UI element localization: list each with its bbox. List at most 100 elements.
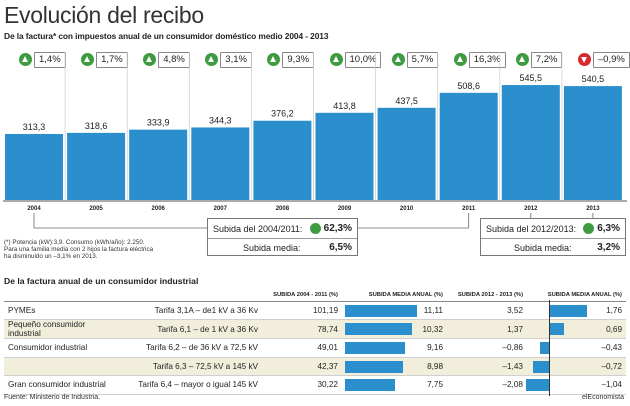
media-bar [526, 379, 549, 391]
x-tick-label: 2010 [400, 206, 414, 212]
arrow-up-icon [19, 53, 32, 66]
table-row: Gran consumidor industrial Tarifa 6,4 – … [4, 374, 626, 396]
subida-media-2-cell: 1,76 [527, 299, 626, 321]
value-label: 333,9 [147, 118, 170, 128]
media-value: 8,98 [427, 361, 443, 371]
change-badge: 7,2% [515, 50, 563, 69]
arrow-up-icon [143, 53, 157, 66]
bar-2004 [5, 133, 63, 200]
subida-media-1-cell: 11,11 [342, 301, 447, 320]
subida-media-1-cell: 10,32 [342, 319, 447, 339]
brand-logo: elEconomista [581, 394, 624, 401]
table-row: Pequeño consumidor industrial Tarifa 6,1… [4, 318, 626, 340]
summary-label: Subida del 2004/2011: [213, 223, 303, 234]
bar-2012 [501, 85, 560, 200]
x-tick-label: 2011 [462, 206, 476, 212]
x-tick-label: 2013 [586, 206, 600, 212]
value-label: 545,5 [520, 73, 543, 83]
value-label: 376,2 [271, 109, 294, 119]
change-value: 3,1% [220, 51, 252, 68]
tarifa-cell: Tarifa 6,3 – 72,5 kV a 145 kV [119, 357, 262, 376]
arrow-up-icon [391, 53, 405, 66]
header-subida-media-1: SUBIDA MEDIA ANUAL (%) [342, 290, 447, 302]
subida-media-2-cell: –0,43 [527, 337, 626, 359]
header-subida-2012-2013: SUBIDA 2012 - 2013 (%) [447, 290, 527, 302]
summary-value: 6,3% [597, 223, 620, 234]
subida-2004-2011-cell: 30,22 [262, 375, 342, 395]
x-tick-label: 2006 [152, 206, 166, 212]
subida-media-1-cell: 8,98 [342, 357, 447, 376]
summary-label: Subida del 2012/2013: [486, 223, 577, 234]
footnote: (*) Potencia (kW):3,9. Consumo (kWh/año)… [4, 239, 153, 261]
media-bar [345, 360, 404, 373]
tarifa-cell: Tarifa 6,2 – de 36 kV a 72,5 kV [119, 338, 262, 358]
subida-media-1-cell: 7,75 [342, 375, 447, 395]
table-row: Consumidor industrial Tarifa 6,2 – de 36… [4, 337, 626, 359]
footnote-line: (*) Potencia (kW):3,9. Consumo (kWh/año)… [4, 239, 145, 246]
bar-2010 [377, 107, 436, 200]
change-value: 16,3% [468, 51, 506, 68]
subida-2012-2013-cell: 1,37 [447, 319, 527, 339]
subida-2004-2011-cell: 101,19 [262, 301, 342, 320]
arrow-up-icon [453, 53, 467, 66]
summary-label: Subida media: [514, 242, 572, 253]
group-cell: Pequeño consumidor industrial [4, 319, 119, 339]
change-value: 10,0% [344, 51, 382, 68]
media-value: 9,16 [427, 343, 443, 353]
table-row: PYMEs Tarifa 3,1A – de1 kV a 36 Kv 101,1… [4, 299, 626, 321]
change-badge: 5,7% [391, 50, 439, 69]
tarifa-cell: Tarifa 6,4 – mayor o igual 145 kV [119, 375, 262, 395]
arrow-down-icon [577, 53, 591, 66]
media-bar [345, 323, 413, 335]
x-tick-label: 2008 [276, 206, 290, 212]
value-label: 413,8 [333, 101, 356, 111]
change-badge: –0,9% [577, 50, 630, 69]
media-bar [539, 342, 549, 354]
subida-media-1-cell: 9,16 [342, 338, 447, 358]
subida-2012-2013-cell: –0,86 [447, 338, 527, 358]
summary-box-2012-2013: Subida del 2012/2013: 6,3% Subida media:… [480, 218, 626, 256]
summary-value: 3,2% [597, 242, 620, 253]
footnote-line: ha disminuido un –3,1% en 2013. [4, 253, 98, 261]
summary-label: Subida media: [243, 242, 301, 253]
group-cell: PYMEs [4, 301, 119, 320]
bar-2011 [439, 92, 498, 200]
arrow-up-icon [205, 53, 219, 66]
subida-2012-2013-cell: –1,43 [447, 357, 527, 376]
media-value: 0,69 [606, 324, 622, 334]
x-tick-label: 2012 [524, 206, 538, 212]
table-title: De la factura anual de un consumidor ind… [4, 276, 199, 286]
media-value: 1,76 [606, 305, 622, 315]
change-badge: 3,1% [205, 50, 252, 69]
bar-2006 [129, 129, 188, 200]
x-tick-label: 2007 [214, 206, 228, 212]
x-tick-label: 2009 [338, 206, 352, 212]
media-value: 7,75 [427, 380, 443, 390]
value-label: 540,5 [582, 74, 605, 84]
arrow-up-icon [81, 53, 95, 66]
bar-2009 [315, 112, 374, 200]
bar-chart: 313,3 2004 318,6 2005 333,9 2006 344,3 2007 376,… [3, 52, 627, 229]
value-label: 437,5 [395, 96, 418, 106]
change-badge: 10,0% [329, 50, 382, 69]
arrow-up-icon [329, 53, 343, 66]
group-cell [4, 357, 119, 376]
subida-2012-2013-cell: 3,52 [447, 301, 527, 320]
media-value: –0,43 [601, 343, 623, 353]
change-value: 1,4% [34, 51, 66, 68]
subida-media-2-cell: 0,69 [527, 318, 626, 340]
zero-axis [549, 318, 550, 340]
media-value: 11,11 [423, 305, 443, 315]
value-label: 313,3 [23, 122, 46, 132]
bar-2008 [253, 120, 312, 200]
x-tick-label: 2005 [89, 206, 103, 212]
change-badge: 16,3% [453, 50, 506, 69]
media-bar [345, 342, 405, 354]
subida-2004-2011-cell: 42,37 [262, 357, 342, 376]
industrial-table: SUBIDA 2004 - 2011 (%) SUBIDA MEDIA ANUA… [4, 290, 626, 396]
value-label: 344,3 [209, 115, 232, 125]
summary-box-2004-2011: Subida del 2004/2011: 62,3% Subida media… [207, 218, 358, 256]
media-bar [549, 304, 588, 317]
media-bar [533, 360, 549, 373]
media-value: –0,72 [601, 361, 623, 371]
